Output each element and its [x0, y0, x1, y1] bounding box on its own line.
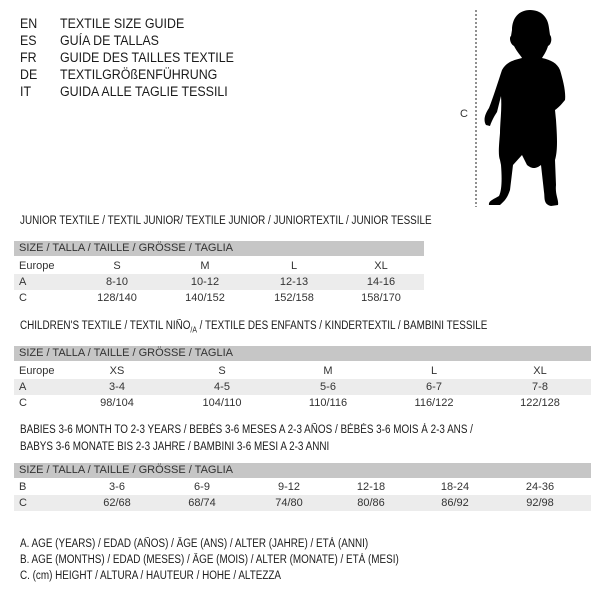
children-section-title: CHILDREN'S TEXTILE / TEXTIL NIÑO/A / TEX… — [20, 320, 487, 334]
lang-title-fr: GUIDE DES TAILLES TEXTILE — [60, 50, 234, 65]
table-cell: 4-5 — [214, 381, 230, 393]
title-subscript: /A — [190, 325, 197, 335]
table-row-europe: Europe S M L XL — [14, 258, 424, 274]
row-label: A — [19, 381, 27, 393]
row-label: C — [19, 397, 27, 409]
babies-section-title-line1: BABIES 3-6 MONTH TO 2-3 YEARS / BEBÉS 3-… — [20, 424, 473, 436]
table-cell: 5-6 — [320, 381, 336, 393]
table-cell: 3-4 — [109, 381, 125, 393]
table-cell: 3-6 — [109, 481, 125, 493]
lang-title-es: GUÍA DE TALLAS — [60, 33, 159, 48]
lang-code-fr: FR — [20, 50, 37, 65]
lang-code-it: IT — [20, 84, 32, 99]
table-cell: 128/140 — [97, 292, 137, 304]
row-label: B — [19, 481, 27, 493]
row-label: C — [19, 497, 27, 509]
table-cell: 24-36 — [525, 481, 555, 493]
table-cell: 7-8 — [532, 381, 548, 393]
table-cell: 116/122 — [414, 397, 454, 409]
children-size-table: SIZE / TALLA / TAILLE / GRÖSSE / TAGLIA … — [14, 346, 591, 411]
table-cell: S — [113, 260, 121, 272]
table-cell: 140/152 — [185, 292, 225, 304]
table-row-b: B 3-6 6-9 9-12 12-18 18-24 24-36 — [14, 479, 591, 495]
row-label: Europe — [19, 365, 55, 377]
row-label: Europe — [19, 260, 55, 272]
table-cell: L — [290, 260, 298, 272]
table-cell: 152/158 — [274, 292, 314, 304]
junior-section-title: JUNIOR TEXTILE / TEXTIL JUNIOR/ TEXTILE … — [20, 215, 432, 227]
table-cell: 158/170 — [361, 292, 401, 304]
lang-title-en: TEXTILE SIZE GUIDE — [60, 16, 185, 31]
table-cell: 10-12 — [190, 276, 220, 288]
table-cell: 86/92 — [441, 497, 469, 509]
table-cell: 68/74 — [188, 497, 216, 509]
table-cell: 122/128 — [520, 397, 560, 409]
row-label: A — [19, 276, 27, 288]
table-cell: XL — [374, 260, 388, 272]
table-cell: 104/110 — [202, 397, 242, 409]
table-cell: 18-24 — [440, 481, 470, 493]
table-row-a: A 8-10 10-12 12-13 14-16 — [14, 274, 424, 290]
title-part: / TEXTILE DES ENFANTS / KINDERTEXTIL / B… — [196, 320, 488, 332]
table-cell: 98/104 — [100, 397, 134, 409]
junior-size-table: SIZE / TALLA / TAILLE / GRÖSSE / TAGLIA … — [14, 241, 424, 306]
table-cell: M — [200, 260, 210, 272]
table-cell: S — [218, 365, 226, 377]
table-cell: 110/116 — [308, 397, 348, 409]
table-header: SIZE / TALLA / TAILLE / GRÖSSE / TAGLIA — [14, 241, 424, 256]
lang-code-de: DE — [20, 67, 38, 82]
row-label: C — [19, 292, 27, 304]
table-cell: XS — [109, 365, 125, 377]
table-cell: 12-18 — [356, 481, 386, 493]
table-cell: 74/80 — [275, 497, 303, 509]
child-silhouette-icon — [475, 10, 566, 207]
table-cell: 12-13 — [279, 276, 309, 288]
table-row-c: C 128/140 140/152 152/158 158/170 — [14, 290, 424, 306]
legend-line-b: B. AGE (MONTHS) / EDAD (MESES) / ÂGE (MO… — [20, 554, 399, 566]
title-part: CHILDREN'S TEXTILE / TEXTIL NIÑO — [20, 320, 191, 332]
table-cell: 14-16 — [366, 276, 396, 288]
lang-code-es: ES — [20, 33, 37, 48]
table-cell: M — [323, 365, 333, 377]
lang-code-en: EN — [20, 16, 38, 31]
table-row-c: C 62/68 68/74 74/80 80/86 86/92 92/98 — [14, 495, 591, 511]
table-row-europe: Europe XS S M L XL — [14, 363, 591, 379]
table-cell: 80/86 — [357, 497, 385, 509]
table-row-a: A 3-4 4-5 5-6 6-7 7-8 — [14, 379, 591, 395]
lang-title-it: GUIDA ALLE TAGLIE TESSILI — [60, 84, 228, 99]
legend-line-a: A. AGE (YEARS) / EDAD (AÑOS) / ÂGE (ANS)… — [20, 538, 369, 550]
table-cell: 92/98 — [526, 497, 554, 509]
legend-line-c: C. (cm) HEIGHT / ALTURA / HAUTEUR / HÖHE… — [20, 570, 282, 582]
lang-title-de: TEXTILGRÖßENFÜHRUNG — [60, 67, 218, 82]
table-row-c: C 98/104 104/110 110/116 116/122 122/128 — [14, 395, 591, 411]
table-cell: 6-9 — [194, 481, 210, 493]
child-silhouette-shape — [484, 10, 566, 206]
table-cell: XL — [533, 365, 547, 377]
table-cell: 6-7 — [426, 381, 442, 393]
table-cell: L — [430, 365, 438, 377]
table-cell: 9-12 — [277, 481, 301, 493]
table-cell: 8-10 — [105, 276, 129, 288]
table-cell: 62/68 — [103, 497, 131, 509]
table-header: SIZE / TALLA / TAILLE / GRÖSSE / TAGLIA — [14, 346, 591, 361]
height-measure-label: C — [460, 108, 468, 120]
table-header: SIZE / TALLA / TAILLE / GRÖSSE / TAGLIA — [14, 463, 591, 478]
babies-section-title-line2: BABYS 3-6 MONATE BIS 2-3 JAHRE / BAMBINI… — [20, 441, 330, 453]
babies-size-table: SIZE / TALLA / TAILLE / GRÖSSE / TAGLIA … — [14, 463, 591, 511]
